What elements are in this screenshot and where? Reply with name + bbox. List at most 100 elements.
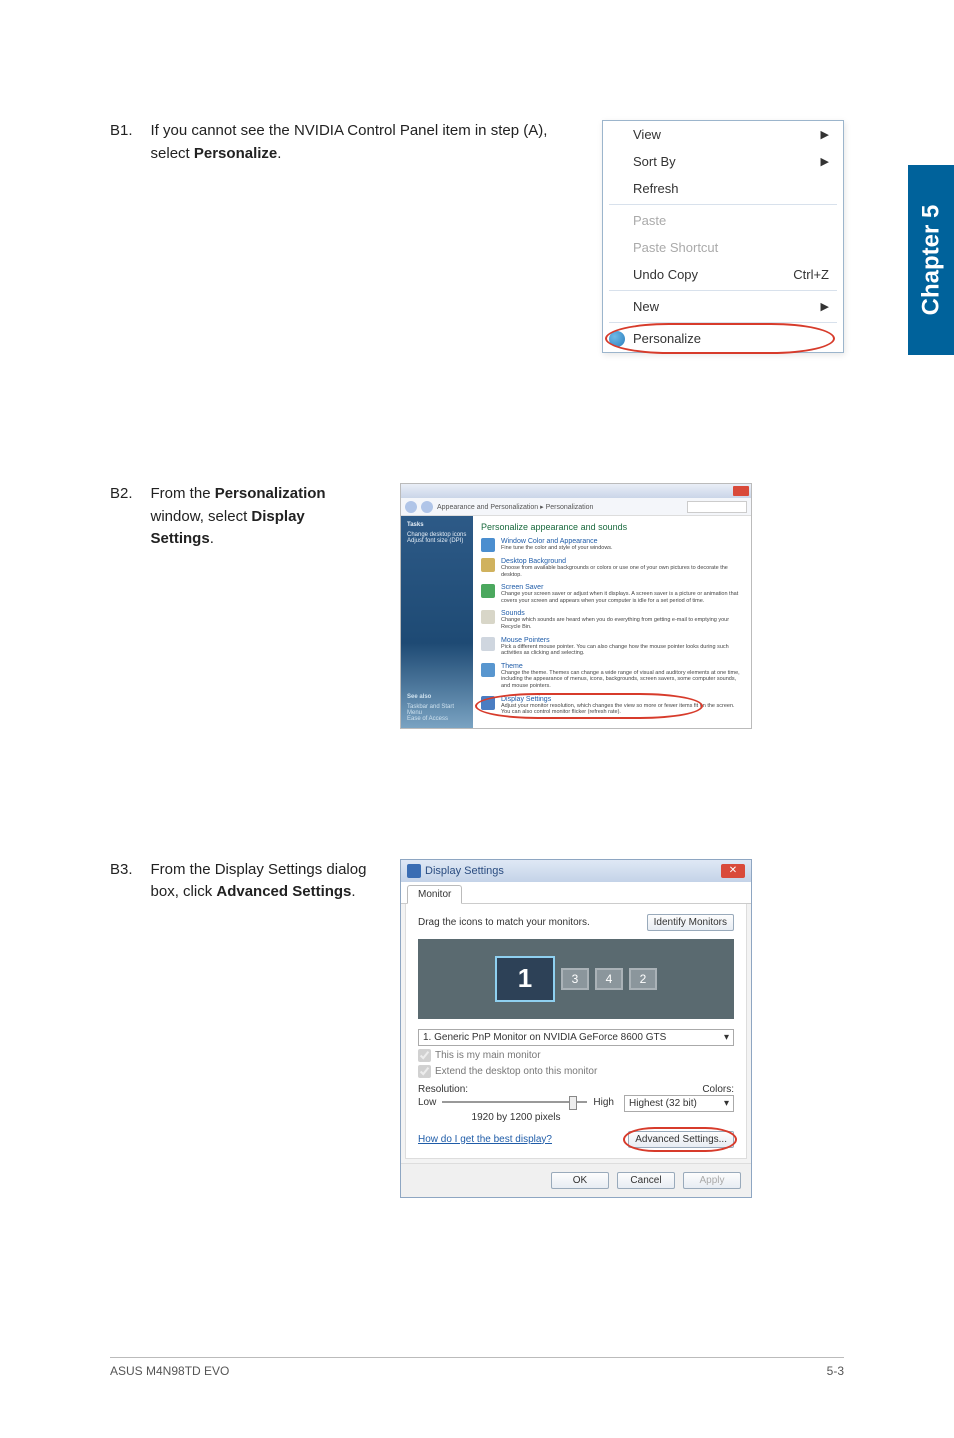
slider-low-label: Low [418,1097,436,1108]
advanced-settings-button[interactable]: Advanced Settings... [628,1131,734,1148]
resolution-slider[interactable]: Low High [418,1097,614,1108]
ctx-item-view[interactable]: View ▶ [603,121,843,148]
step-b2-image: Appearance and Personalization ▸ Persona… [400,483,752,729]
ctx-separator [609,290,837,291]
personalization-entry[interactable]: Screen Saver Change your screen saver or… [481,584,743,604]
personalization-entry[interactable]: Sounds Change which sounds are heard whe… [481,610,743,630]
entry-title: Sounds [501,610,743,617]
monitor-arrangement[interactable]: 1 3 4 2 [418,939,734,1019]
ctx-item-undo-copy-shortcut: Ctrl+Z [793,267,829,282]
monitor-3[interactable]: 3 [561,968,589,990]
personalization-entry[interactable]: Desktop Background Choose from available… [481,558,743,578]
monitor-select[interactable]: 1. Generic PnP Monitor on NVIDIA GeForce… [418,1029,734,1046]
ctx-item-undo-copy-label: Undo Copy [633,267,698,282]
step-b1: B1. If you cannot see the NVIDIA Control… [110,120,844,353]
personalization-entry[interactable]: Display Settings Adjust your monitor res… [481,696,743,716]
monitor-4[interactable]: 4 [595,968,623,990]
entry-title: Window Color and Appearance [501,538,613,545]
personalization-body: Tasks Change desktop icons Adjust font s… [401,516,751,728]
monitor-2[interactable]: 2 [629,968,657,990]
chk-extend-desktop-label: Extend the desktop onto this monitor [435,1066,597,1077]
personalization-heading: Personalize appearance and sounds [481,522,743,532]
personalization-entry[interactable]: Window Color and Appearance Fine tune th… [481,538,743,552]
ctx-separator [609,322,837,323]
display-settings-icon [407,864,421,878]
personalization-entry[interactable]: Mouse Pointers Pick a different mouse po… [481,637,743,657]
step-b2-number: B2. [110,483,133,551]
colors-label: Colors: [702,1084,734,1095]
forward-icon[interactable] [421,501,433,513]
help-link[interactable]: How do I get the best display? [418,1134,552,1145]
cancel-button[interactable]: Cancel [617,1172,675,1189]
entry-icon [481,584,495,598]
entry-icon [481,637,495,651]
ctx-item-sortby-label: Sort By [633,154,676,169]
see-also-link[interactable]: Taskbar and Start Menu [407,704,467,716]
dialog-content: Drag the icons to match your monitors. I… [405,904,747,1159]
personalization-window: Appearance and Personalization ▸ Persona… [400,483,752,729]
breadcrumb[interactable]: Appearance and Personalization ▸ Persona… [437,503,593,511]
identify-monitors-button[interactable]: Identify Monitors [647,914,734,931]
entry-desc: Change which sounds are heard when you d… [501,617,743,630]
ctx-item-personalize-label: Personalize [633,331,701,346]
entry-title: Mouse Pointers [501,637,743,644]
close-icon[interactable] [733,486,749,496]
entry-title: Desktop Background [501,558,743,565]
step-b3-after: . [351,883,355,900]
tab-monitor[interactable]: Monitor [407,885,462,904]
chevron-down-icon: ▾ [724,1098,729,1109]
entry-desc: Change your screen saver or adjust when … [501,591,743,604]
bottom-row: How do I get the best display? Advanced … [418,1131,734,1148]
chk-extend-desktop-input [418,1065,431,1078]
slider-thumb[interactable] [569,1096,577,1110]
ctx-item-undo-copy[interactable]: Undo Copy Ctrl+Z [603,261,843,288]
footer-right: 5-3 [827,1364,844,1378]
resolution-value: 1920 by 1200 pixels [418,1112,614,1123]
step-b2: B2. From the Personalization window, sel… [110,483,844,729]
personalization-main: Personalize appearance and sounds Window… [473,516,751,728]
back-icon[interactable] [405,501,417,513]
ctx-item-paste-label: Paste [633,213,666,228]
see-also-link[interactable]: Ease of Access [407,716,467,722]
personalization-entry[interactable]: Theme Change the theme. Themes can chang… [481,663,743,690]
step-b2-text: B2. From the Personalization window, sel… [110,483,370,551]
see-also: See also Taskbar and Start Menu Ease of … [407,694,467,722]
dialog-titlebar: Display Settings ✕ [401,860,751,882]
entry-title: Theme [501,663,743,670]
chevron-down-icon: ▾ [724,1032,729,1043]
submenu-arrow-icon: ▶ [821,155,829,168]
tasks-title: Tasks [407,522,467,528]
search-input[interactable] [687,501,747,513]
resolution-colors-row: Resolution: Colors: [418,1084,734,1095]
submenu-arrow-icon: ▶ [821,128,829,141]
chk-extend-desktop: Extend the desktop onto this monitor [418,1065,734,1078]
context-menu: View ▶ Sort By ▶ Refresh Paste Paste Sho… [602,120,844,353]
monitor-1[interactable]: 1 [495,956,555,1002]
page: B1. If you cannot see the NVIDIA Control… [0,0,954,1438]
dialog-tabs: Monitor [401,882,751,904]
ctx-item-paste-shortcut-label: Paste Shortcut [633,240,718,255]
colors-select[interactable]: Highest (32 bit) ▾ [624,1095,734,1112]
close-icon[interactable]: ✕ [721,864,745,878]
slider-track[interactable] [442,1101,587,1103]
ctx-item-new[interactable]: New ▶ [603,293,843,320]
step-b2-mid: window, select [151,508,252,525]
chk-main-monitor-input [418,1049,431,1062]
ctx-item-view-label: View [633,127,661,142]
entry-desc: Fine tune the color and style of your wi… [501,545,613,552]
ctx-separator [609,204,837,205]
step-b3-text: B3. From the Display Settings dialog box… [110,859,370,904]
entry-desc: Change the theme. Themes can change a wi… [501,670,743,690]
ctx-item-refresh[interactable]: Refresh [603,175,843,202]
ctx-item-personalize[interactable]: Personalize [603,325,843,352]
submenu-arrow-icon: ▶ [821,300,829,313]
apply-button: Apply [683,1172,741,1189]
ctx-item-paste-shortcut: Paste Shortcut [603,234,843,261]
task-link[interactable]: Adjust font size (DPI) [407,538,467,544]
ok-button[interactable]: OK [551,1172,609,1189]
entry-icon [481,558,495,572]
ctx-item-sortby[interactable]: Sort By ▶ [603,148,843,175]
entry-icon [481,538,495,552]
chk-main-monitor-label: This is my main monitor [435,1050,541,1061]
step-b3-body: From the Display Settings dialog box, cl… [151,859,370,904]
